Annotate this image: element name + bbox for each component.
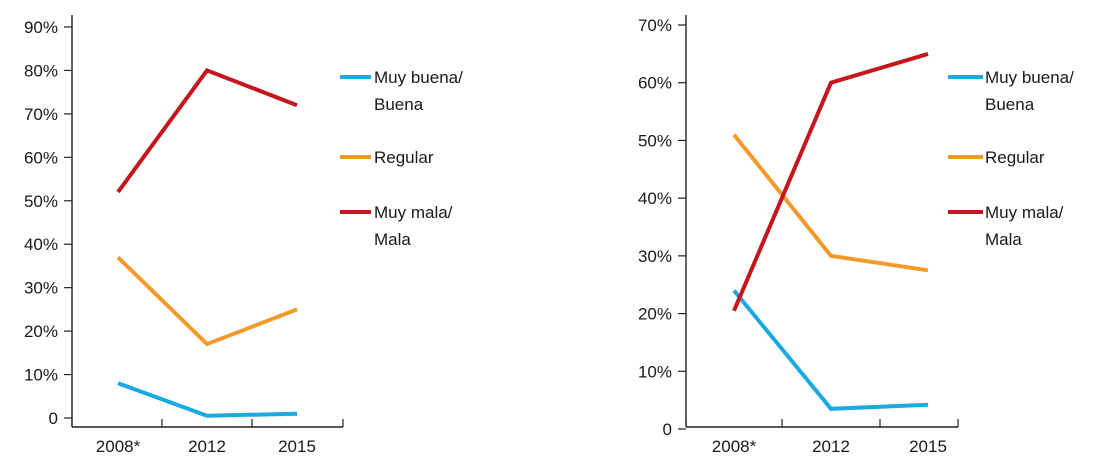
legend-label-regular: Regular	[374, 148, 434, 167]
y-tick-label: 50%	[24, 192, 58, 211]
legend-label-mala: Muy mala/	[985, 203, 1064, 222]
y-tick-label: 90%	[24, 18, 58, 37]
legend-label-mala: Mala	[374, 230, 411, 249]
series-line-buena	[732, 289, 929, 411]
x-tick-label: 2012	[188, 437, 226, 456]
y-tick-label: 0	[49, 409, 58, 428]
x-tick-label: 2008*	[712, 437, 757, 456]
y-tick-label: 70%	[24, 105, 58, 124]
x-tick-label: 2008*	[96, 437, 141, 456]
legend-label-mala: Muy mala/	[374, 203, 453, 222]
y-tick-label: 60%	[638, 74, 672, 93]
legend-label-buena: Muy buena/	[985, 68, 1074, 87]
legend-label-buena: Buena	[374, 95, 424, 114]
series-line-mala	[732, 51, 929, 312]
y-tick-label: 20%	[638, 305, 672, 324]
series-line-mala	[116, 67, 298, 194]
y-tick-label: 40%	[638, 189, 672, 208]
legend-label-buena: Muy buena/	[374, 68, 463, 87]
legend-label-regular: Regular	[985, 148, 1045, 167]
y-tick-label: 20%	[24, 322, 58, 341]
series-line-regular	[116, 255, 298, 347]
y-tick-label: 50%	[638, 131, 672, 150]
y-tick-label: 10%	[24, 366, 58, 385]
y-tick-label: 80%	[24, 61, 58, 80]
y-tick-label: 60%	[24, 148, 58, 167]
series-line-regular	[732, 133, 929, 273]
y-tick-label: 70%	[638, 16, 672, 35]
x-tick-label: 2015	[909, 437, 947, 456]
legend-label-buena: Buena	[985, 95, 1035, 114]
y-tick-label: 0	[663, 420, 672, 439]
x-tick-label: 2012	[812, 437, 850, 456]
y-tick-label: 40%	[24, 235, 58, 254]
y-tick-label: 30%	[638, 247, 672, 266]
y-tick-label: 30%	[24, 279, 58, 298]
legend-label-mala: Mala	[985, 230, 1022, 249]
series-line-buena	[117, 381, 298, 418]
x-tick-label: 2015	[278, 437, 316, 456]
y-tick-label: 10%	[638, 362, 672, 381]
